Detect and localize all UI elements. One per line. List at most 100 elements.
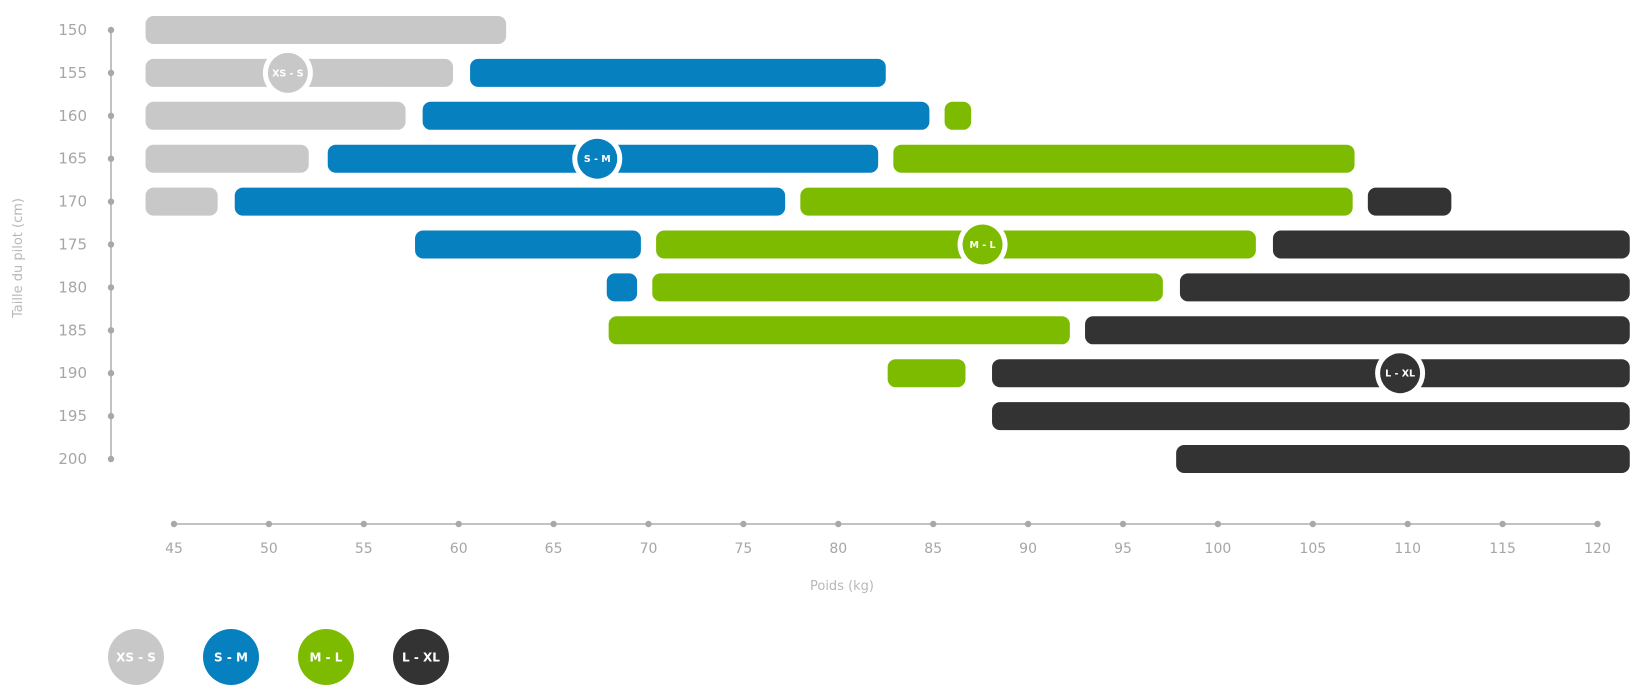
size-badge-label: L - XL [1385,369,1415,380]
y-tick-label: 195 [58,407,87,425]
y-tick-dot [107,455,115,463]
range-bar [145,187,218,216]
y-tick-label: 155 [58,64,87,82]
range-bar [415,230,641,259]
y-tick-label: 165 [58,150,87,168]
legend-swatch [298,629,354,685]
x-tick-dot [1404,520,1411,528]
x-tick-label: 115 [1489,541,1516,557]
x-tick-dot [170,520,178,528]
size-badge [962,224,1003,265]
size-badge [577,138,618,179]
size-badge-label: S - M [584,154,611,165]
range-bar [234,187,786,216]
x-tick-dot [1214,520,1222,528]
y-tick-label: 190 [58,364,87,382]
x-tick-label: 85 [924,541,942,557]
legend-swatch [108,629,164,685]
y-tick-dot [107,155,115,162]
legend-label: M - L [310,651,343,665]
legend-label: L - XL [402,651,440,665]
x-tick-label: 95 [1114,541,1132,557]
x-tick-label: 70 [640,541,658,557]
x-tick-label: 55 [355,541,373,557]
x-tick-dot [360,520,367,528]
y-tick-dot [107,241,115,248]
x-tick-dot [1024,520,1032,528]
x-tick-dot [1119,520,1127,528]
y-tick-label: 150 [58,21,87,39]
range-bar [893,144,1355,173]
y-tick-dot [107,412,115,420]
x-tick-label: 90 [1019,541,1037,557]
range-bar [992,402,1630,431]
y-tick-label: 160 [58,107,87,125]
y-axis-label: Taille du pilot (cm) [11,198,26,319]
x-tick-dot [930,520,937,528]
range-bar [608,316,1070,345]
x-tick-label: 105 [1299,541,1326,557]
x-tick-label: 120 [1584,541,1611,557]
y-tick-label: 175 [58,236,87,254]
x-tick-label: 45 [165,541,183,557]
range-bar [887,359,966,388]
x-tick-label: 110 [1394,541,1421,557]
y-tick-label: 185 [58,321,87,339]
y-tick-dot [107,112,115,120]
x-tick-label: 100 [1205,541,1232,557]
range-bar [1272,230,1630,259]
range-bar [145,144,309,173]
range-bar [470,58,886,87]
x-tick-dot [1594,520,1601,528]
y-tick-label: 200 [58,450,87,468]
y-tick-dot [107,26,115,34]
x-tick-dot [740,520,747,528]
x-tick-dot [835,520,842,528]
size-badge [267,52,308,93]
x-tick-label: 75 [734,541,752,557]
y-tick-dot [107,370,115,377]
x-tick-dot [550,520,557,528]
legend-label: S - M [214,651,248,665]
x-tick-dot [265,520,273,528]
y-tick-dot [107,198,115,205]
range-bar [1085,316,1630,345]
y-tick-label: 180 [58,278,87,296]
range-bar [944,101,972,130]
x-axis: 45 50 55 60 65 70 75 80 85 90 95 100 105 110 115 120 [165,520,1611,557]
y-tick-dot [107,327,115,334]
size-badges: XS - S S - M M - L L - XL [262,47,1426,399]
y-axis: 150 155 160 165 170 175 180 185 190 195 200 [58,21,115,468]
y-tick-dot [107,284,115,291]
x-tick-dot [455,520,462,528]
x-axis-label: Poids (kg) [810,579,874,594]
range-bar [656,230,1256,259]
x-tick-label: 50 [260,541,278,557]
legend-label: XS - S [116,651,156,665]
range-bar [422,101,930,130]
legend-swatch [203,629,259,685]
x-tick-label: 60 [450,541,468,557]
range-bar [992,359,1630,388]
x-tick-dot [645,520,652,528]
range-bar [145,101,406,130]
range-bar [606,273,638,302]
x-tick-dot [1499,520,1506,528]
range-bar [652,273,1163,302]
range-bar [1176,445,1630,473]
y-tick-dot [107,69,115,77]
size-badge-label: XS - S [272,68,304,79]
range-bar [1179,273,1630,302]
range-bar [1367,187,1452,216]
legend-swatch [393,629,449,685]
legend: XS - S S - M M - L L - XL [108,629,449,685]
range-bars [145,16,1630,473]
y-tick-label: 170 [58,193,87,211]
range-bar [800,187,1353,216]
x-tick-dot [1309,520,1317,528]
size-badge-label: M - L [970,240,996,251]
size-badge [1380,353,1421,394]
range-bar [145,16,507,44]
x-tick-label: 80 [829,541,847,557]
